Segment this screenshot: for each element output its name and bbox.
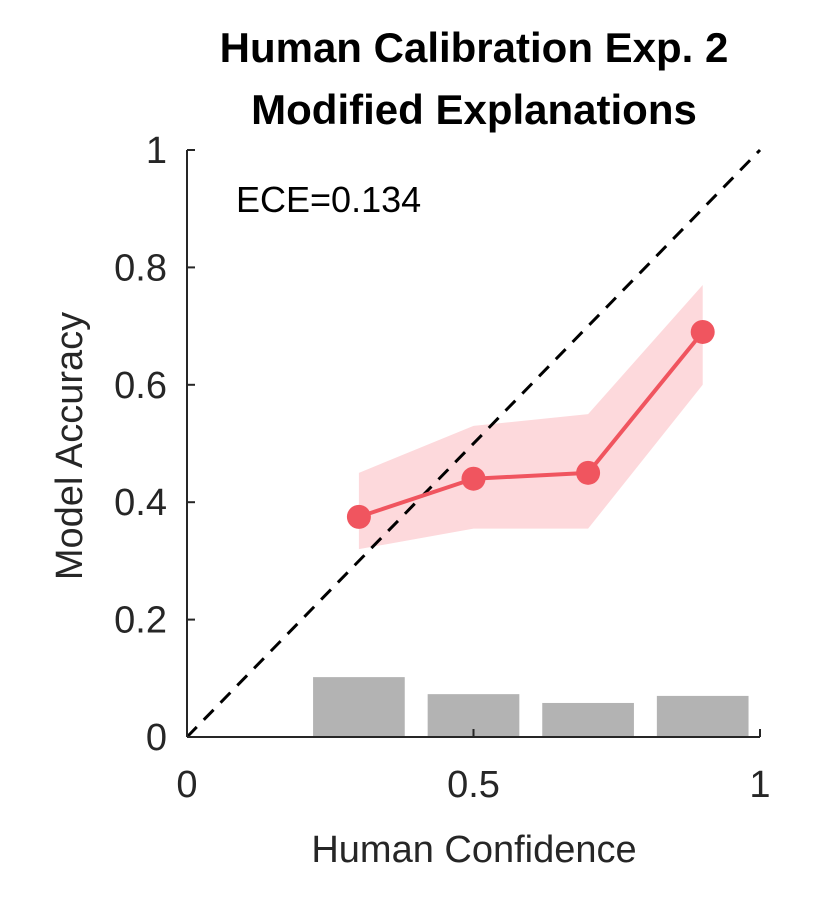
confidence-band-layer	[358, 285, 703, 550]
y-axis-label: Model Accuracy	[49, 312, 91, 580]
y-tick-label-1: 0	[146, 717, 167, 759]
histogram-bar-4	[656, 695, 749, 737]
x-axis-label: Human Confidence	[311, 829, 636, 871]
data-point-4	[690, 319, 715, 344]
data-point-2	[461, 466, 486, 491]
chart-title-line-1: Human Calibration Exp. 2	[220, 24, 729, 71]
confidence-band	[358, 285, 703, 550]
accuracy-series-line	[358, 330, 705, 519]
x-tick-label-2: 0.5	[447, 764, 500, 806]
ece-annotation: ECE=0.134	[236, 179, 421, 220]
y-tick-label-4: 0.6	[114, 365, 167, 407]
series-layer	[346, 319, 715, 529]
y-tick-label-5: 0.8	[114, 247, 167, 289]
histogram-bars	[313, 677, 749, 737]
data-point-1	[346, 504, 371, 529]
histogram-bar-3	[542, 702, 634, 737]
x-tick-label-3: 1	[749, 764, 770, 806]
x-tick-label-1: 0	[176, 764, 197, 806]
chart-title-line-2: Modified Explanations	[251, 86, 697, 133]
histogram-bar-1	[313, 677, 405, 737]
data-point-3	[576, 460, 601, 485]
tick-labels: 0 0.2 0.4 0.6 0.8 1 0 0.5 1	[114, 130, 770, 806]
reference-line-layer	[185, 148, 762, 739]
plot-area: 0 0.2 0.4 0.6 0.8 1 0 0.5 1	[114, 130, 770, 806]
y-tick-label-2: 0.2	[114, 600, 167, 642]
axes	[186, 149, 761, 738]
perfect-calibration-line	[185, 148, 762, 739]
y-tick-label-3: 0.4	[114, 482, 167, 524]
y-tick-label-6: 1	[146, 130, 167, 172]
